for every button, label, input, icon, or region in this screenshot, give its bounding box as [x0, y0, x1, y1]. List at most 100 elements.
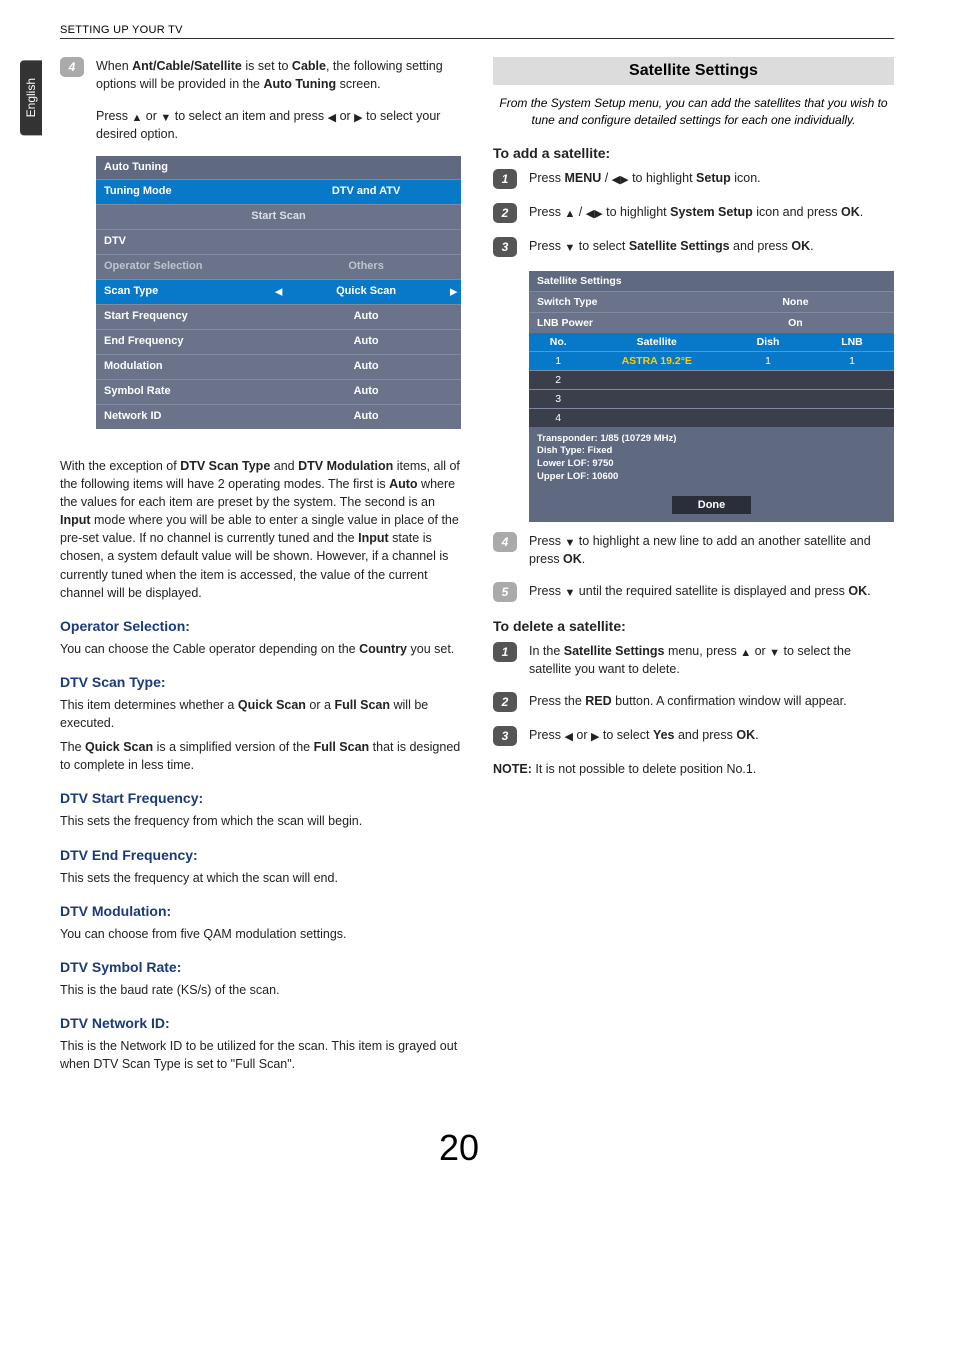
label: Network ID	[96, 405, 271, 429]
sat-row-3: 3	[529, 389, 894, 408]
t: OK	[841, 205, 860, 219]
step-badge-2: 2	[493, 203, 517, 223]
t: Press	[529, 728, 564, 742]
cell-lnb: 1	[810, 352, 894, 370]
t: OK	[791, 239, 810, 253]
info-upper-lof: Upper LOF: 10600	[537, 471, 886, 484]
t: button. A confirmation window will appea…	[612, 694, 847, 708]
t: screen.	[336, 77, 380, 91]
cell-dish: 1	[726, 352, 810, 370]
satellite-intro: From the System Setup menu, you can add …	[493, 95, 894, 129]
step-5-text: Press ▼ until the required satellite is …	[529, 582, 894, 602]
heading-end-freq: DTV End Frequency:	[60, 847, 461, 863]
t: OK	[563, 552, 582, 566]
t: Input	[358, 531, 389, 545]
t: /	[575, 205, 585, 219]
step-badge-1: 1	[493, 642, 517, 662]
t: Full Scan	[334, 698, 390, 712]
row-tuning-mode: Tuning Mode DTV and ATV	[96, 179, 461, 204]
sat-row-2: 2	[529, 370, 894, 389]
step-3-text: Press ▼ to select Satellite Settings and…	[529, 237, 894, 257]
t: and	[270, 459, 298, 473]
left-column: 4 When Ant/Cable/Satellite is set to Cab…	[60, 57, 461, 1079]
down-arrow-icon: ▼	[160, 113, 171, 124]
row-start-freq: Start FrequencyAuto	[96, 304, 461, 329]
cell-no: 1	[529, 352, 587, 370]
t: Press	[529, 584, 564, 598]
t: .	[755, 728, 758, 742]
t: menu, press	[664, 644, 740, 658]
label: Tuning Mode	[96, 180, 271, 204]
t: Country	[359, 642, 407, 656]
done-button: Done	[672, 496, 752, 514]
value: Auto	[271, 330, 461, 354]
row-modulation: ModulationAuto	[96, 354, 461, 379]
label: Operator Selection	[96, 255, 271, 279]
t: In the	[529, 644, 564, 658]
t: to select	[575, 239, 629, 253]
t: RED	[585, 694, 611, 708]
left-arrow-icon: ◀	[275, 286, 282, 299]
t: Setup	[696, 171, 731, 185]
satellite-settings-panel: Satellite Settings Switch TypeNone LNB P…	[529, 271, 894, 522]
t: System Setup	[670, 205, 753, 219]
t: Press	[96, 109, 131, 123]
step-badge-5: 5	[493, 582, 517, 602]
row-network-id: Network IDAuto	[96, 404, 461, 429]
step-badge-3: 3	[493, 237, 517, 257]
left-arrow-icon: ◀	[586, 209, 594, 220]
language-tab: English	[20, 60, 42, 135]
label: Start Frequency	[96, 305, 271, 329]
value: Others	[271, 255, 461, 279]
label: End Frequency	[96, 330, 271, 354]
sat-info-block: Transponder: 1/85 (10729 MHz) Dish Type:…	[529, 427, 894, 490]
col-dish: Dish	[726, 333, 810, 351]
scan-type-text2: The Quick Scan is a simplified version o…	[60, 738, 461, 774]
sat-row-4: 4	[529, 408, 894, 427]
row-symbol-rate: Symbol RateAuto	[96, 379, 461, 404]
t: DTV Modulation	[298, 459, 393, 473]
row-switch-type: Switch TypeNone	[529, 291, 894, 312]
heading-modulation: DTV Modulation:	[60, 903, 461, 919]
t: Full Scan	[314, 740, 370, 754]
satellite-settings-heading: Satellite Settings	[493, 57, 894, 85]
value: None	[697, 292, 894, 312]
t: OK	[736, 728, 755, 742]
step-badge-1: 1	[493, 169, 517, 189]
network-id-text: This is the Network ID to be utilized fo…	[60, 1037, 461, 1073]
t: .	[582, 552, 585, 566]
row-operator: Operator Selection Others	[96, 254, 461, 279]
t: Press	[529, 534, 564, 548]
down-arrow-icon: ▼	[769, 648, 780, 659]
down-arrow-icon: ▼	[564, 588, 575, 599]
left-arrow-icon: ◀	[328, 113, 336, 124]
done-wrap: Done	[529, 490, 894, 522]
t: .	[810, 239, 813, 253]
cell-no: 2	[529, 371, 587, 389]
t: is set to	[242, 59, 292, 73]
t: and press	[675, 728, 737, 742]
t: MENU	[564, 171, 601, 185]
t: to select	[599, 728, 653, 742]
t: until the required satellite is displaye…	[575, 584, 848, 598]
t: /	[601, 171, 611, 185]
del-step-3-text: Press ◀ or ▶ to select Yes and press OK.	[529, 726, 894, 746]
label: Switch Type	[529, 292, 697, 312]
t: to highlight	[629, 171, 696, 185]
info-transponder: Transponder: 1/85 (10729 MHz)	[537, 433, 886, 446]
right-column: Satellite Settings From the System Setup…	[493, 57, 894, 1079]
t: Quick Scan	[238, 698, 306, 712]
t: DTV Scan Type	[180, 459, 270, 473]
page-number: 20	[24, 1127, 894, 1169]
t: NOTE:	[493, 762, 532, 776]
t: You can choose the Cable operator depend…	[60, 642, 359, 656]
sat-table-header: No. Satellite Dish LNB	[529, 333, 894, 351]
step-4-text: When Ant/Cable/Satellite is set to Cable…	[96, 57, 461, 443]
t: Satellite Settings	[564, 644, 665, 658]
up-arrow-icon: ▲	[740, 648, 751, 659]
t: or	[336, 109, 354, 123]
del-step-1-text: In the Satellite Settings menu, press ▲ …	[529, 642, 894, 678]
modulation-text: You can choose from five QAM modulation …	[60, 925, 461, 943]
start-freq-text: This sets the frequency from which the s…	[60, 812, 461, 830]
step-2-text: Press ▲ / ◀▶ to highlight System Setup i…	[529, 203, 894, 223]
